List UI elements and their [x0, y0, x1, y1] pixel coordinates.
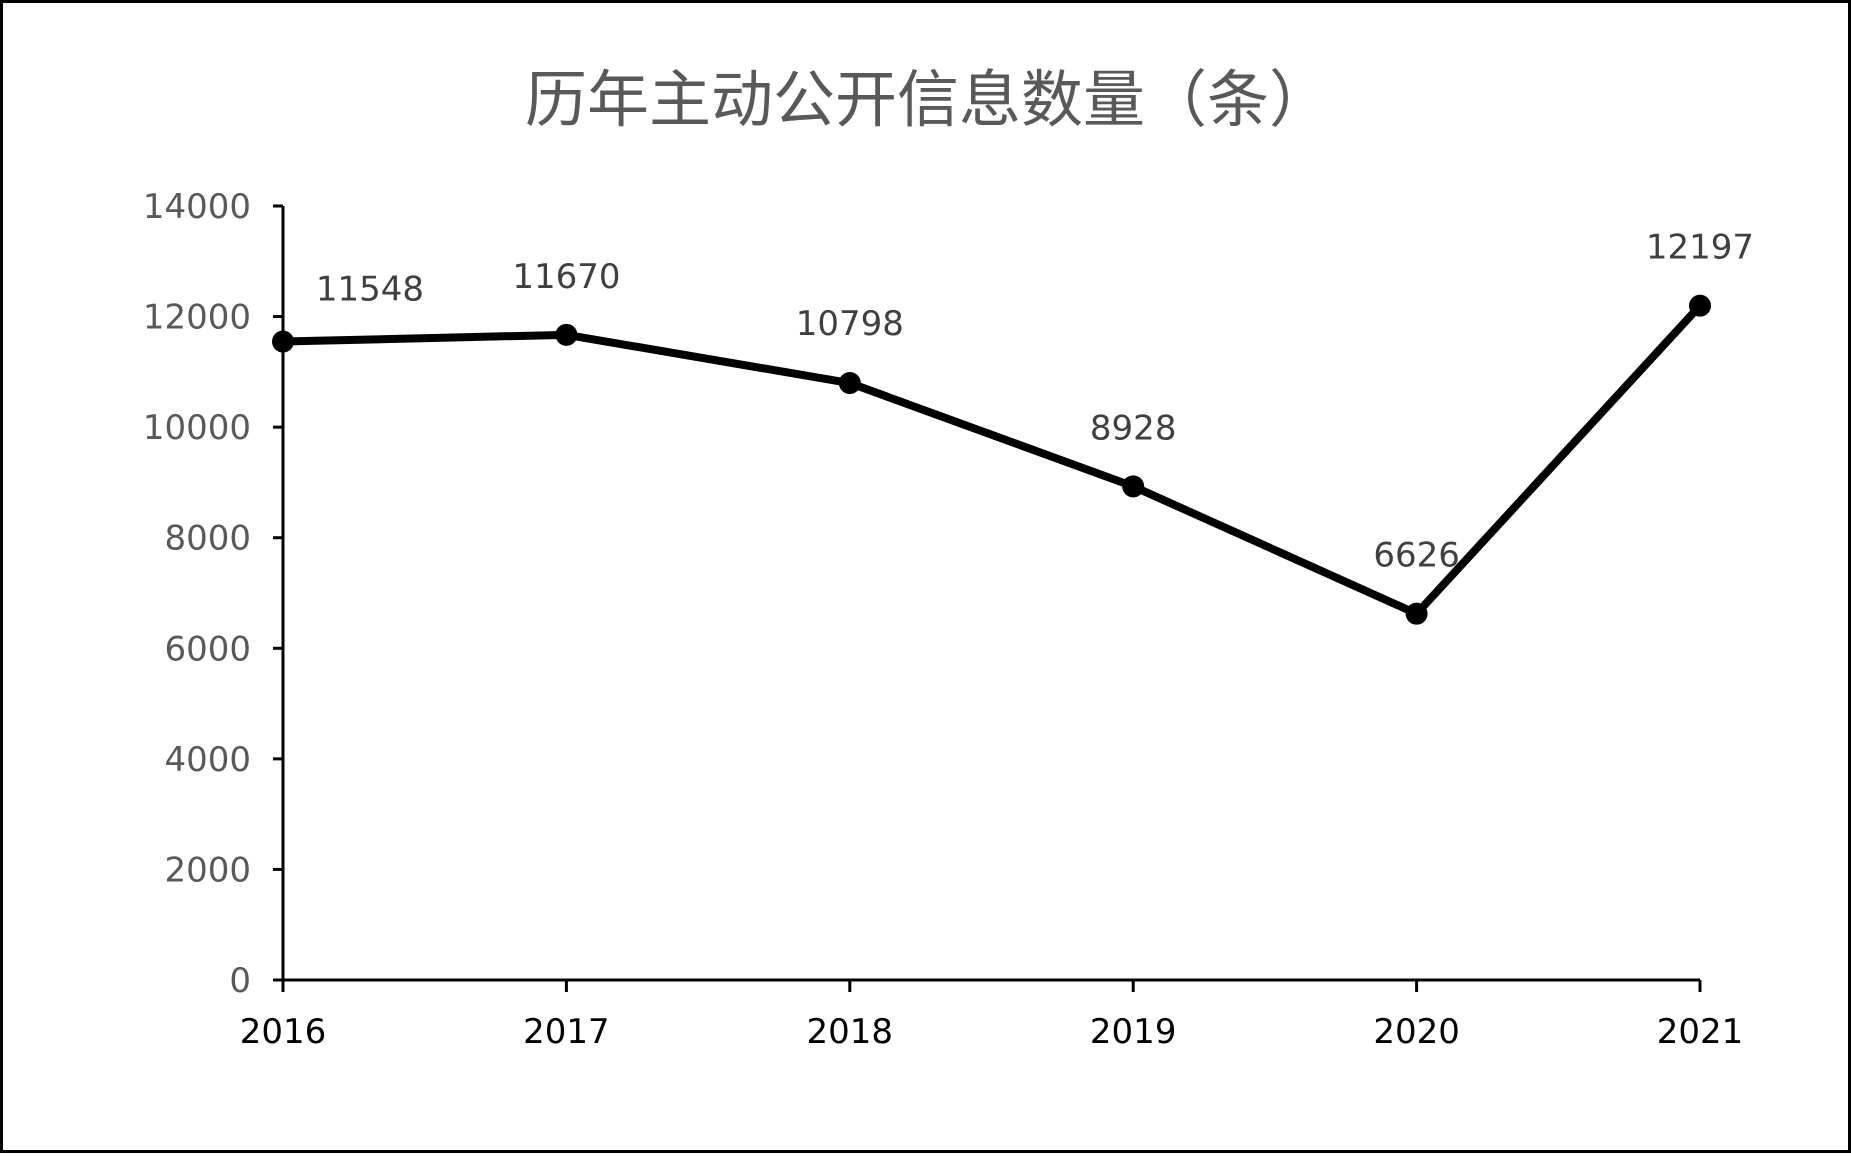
y-tick-label: 4000 — [164, 740, 251, 780]
data-point-2020 — [1405, 602, 1428, 625]
y-tick-label: 8000 — [164, 519, 251, 559]
data-label-2020: 6626 — [1373, 536, 1460, 576]
x-tick-label: 2020 — [1373, 1012, 1460, 1052]
data-point-2021 — [1689, 294, 1711, 317]
y-tick-label: 6000 — [164, 629, 251, 669]
y-axis-ticks: 0 2000 4000 6000 8000 10000 12000 14000 — [143, 187, 283, 1001]
data-label-2018: 10798 — [796, 304, 904, 344]
axes — [281, 206, 1700, 982]
data-point-2016 — [272, 330, 294, 353]
series-line — [279, 301, 1704, 618]
y-tick-label: 12000 — [143, 298, 251, 338]
series-line-group — [279, 301, 1704, 618]
y-tick-label: 14000 — [143, 187, 251, 227]
x-tick-label: 2016 — [240, 1012, 327, 1052]
x-tick-label: 2018 — [807, 1012, 894, 1052]
data-label-2021: 12197 — [1646, 228, 1754, 268]
x-tick-label: 2017 — [523, 1012, 610, 1052]
data-point-2018 — [838, 372, 861, 395]
y-tick-label: 0 — [229, 961, 251, 1001]
data-points — [272, 294, 1711, 625]
data-point-2017 — [555, 323, 578, 346]
data-label-2017: 11670 — [512, 257, 620, 297]
x-tick-label: 2021 — [1657, 1012, 1744, 1052]
chart-title: 历年主动公开信息数量（条） — [525, 63, 1331, 136]
data-labels: 11548 11670 10798 8928 6626 12197 — [316, 228, 1754, 576]
y-tick-label: 2000 — [164, 850, 251, 890]
data-label-2019: 8928 — [1090, 408, 1177, 448]
y-tick-label: 10000 — [143, 408, 251, 448]
x-tick-label: 2019 — [1090, 1012, 1177, 1052]
x-axis-ticks: 2016 2017 2018 2019 2020 2021 — [240, 980, 1744, 1052]
data-label-2016: 11548 — [316, 270, 424, 310]
data-point-2019 — [1122, 475, 1145, 498]
line-chart: 历年主动公开信息数量（条） 0 2000 4000 6000 8000 10000 1200… — [143, 63, 1754, 1052]
